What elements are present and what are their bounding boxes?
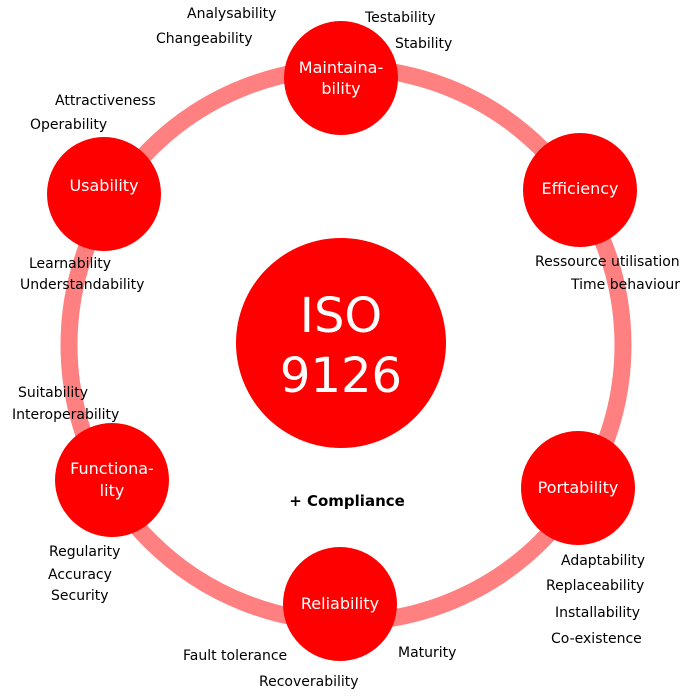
maintainability-label-line1: Maintaina- [299, 58, 383, 77]
sub-maturity: Maturity [398, 645, 456, 661]
sub-learnability: Learnability [29, 256, 111, 272]
functionality-circle [55, 423, 169, 537]
reliability-label: Reliability [301, 594, 379, 613]
node-reliability: Reliability [283, 547, 397, 661]
functionality-label-line2: lity [100, 481, 125, 500]
compliance-label: + Compliance [289, 492, 405, 510]
sub-attractiveness: Attractiveness [55, 93, 156, 109]
reliability-circle [283, 547, 397, 661]
node-maintainability: Maintaina- bility [284, 21, 398, 135]
sub-understandability: Understandability [20, 277, 144, 293]
usability-label: Usability [69, 176, 138, 195]
center-circle [236, 238, 446, 448]
sub-analysability: Analysability [187, 6, 276, 22]
center-node: ISO 9126 [236, 238, 446, 448]
sub-installability: Installability [555, 605, 640, 621]
sub-accuracy: Accuracy [48, 567, 112, 583]
sub-interoperability: Interoperability [12, 407, 119, 423]
sub-changeability: Changeability [156, 31, 253, 47]
sub-operability: Operability [30, 117, 107, 133]
center-label-line2: 9126 [280, 348, 402, 404]
sub-testability: Testability [364, 10, 435, 26]
sub-fault-tolerance: Fault tolerance [183, 648, 287, 664]
portability-circle [521, 431, 635, 545]
sub-adaptability: Adaptability [561, 553, 645, 569]
sub-stability: Stability [395, 36, 452, 52]
sub-security: Security [51, 588, 109, 604]
sub-time-behaviour: Time behaviour [570, 277, 680, 293]
sub-recoverability: Recoverability [259, 674, 359, 690]
node-functionality: Functiona- lity [55, 423, 169, 537]
sub-regularity: Regularity [49, 544, 120, 560]
maintainability-circle [284, 21, 398, 135]
center-label-line1: ISO [300, 288, 382, 344]
efficiency-circle [523, 133, 637, 247]
efficiency-label: Efficiency [541, 179, 618, 198]
node-usability: Usability [47, 137, 161, 251]
usability-circle [47, 137, 161, 251]
node-efficiency: Efficiency [523, 133, 637, 247]
sub-replaceability: Replaceability [546, 578, 644, 594]
portability-label: Portability [538, 478, 619, 497]
sub-suitability: Suitability [18, 385, 88, 401]
functionality-label-line1: Functiona- [70, 459, 154, 478]
maintainability-label-line2: bility [321, 79, 360, 98]
node-portability: Portability [521, 431, 635, 545]
sub-ressource-utilisation: Ressource utilisation [535, 254, 680, 270]
sub-co-existence: Co-existence [551, 631, 642, 647]
